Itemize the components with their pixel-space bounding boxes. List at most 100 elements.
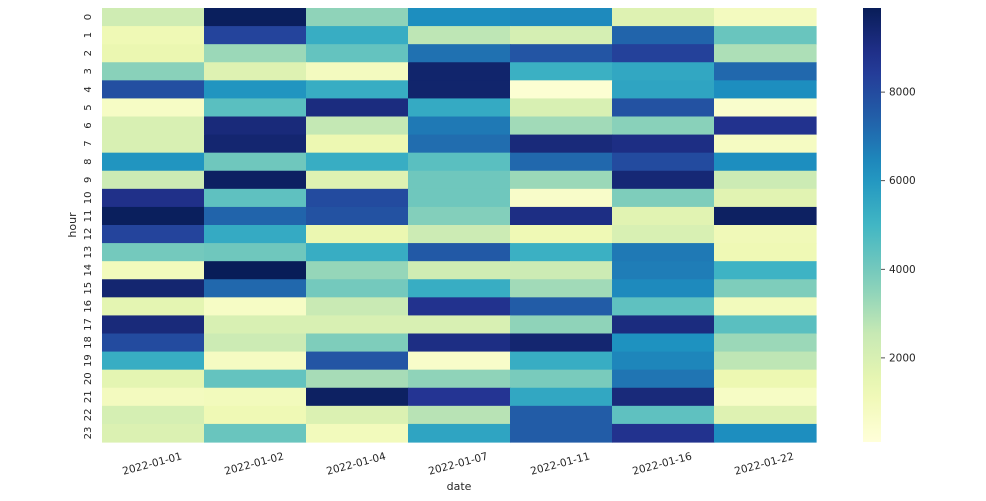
heatmap-cell: [510, 98, 613, 118]
heatmap-cell: [510, 243, 613, 262]
heatmap-cell: [612, 405, 715, 425]
heatmap-cell: [204, 80, 307, 100]
y-tick-label: 6: [83, 122, 94, 128]
heatmap-cell: [204, 261, 307, 280]
heatmap-cell: [408, 26, 511, 45]
heatmap-cell: [408, 405, 511, 425]
heatmap-cell: [510, 405, 613, 425]
heatmap-cell: [408, 315, 511, 335]
y-tick-label: 4: [83, 86, 94, 92]
heatmap-cell: [102, 423, 205, 443]
heatmap-cell: [306, 116, 409, 136]
heatmap-cell: [408, 98, 511, 118]
heatmap-cell: [306, 423, 409, 443]
heatmap-cell: [204, 297, 307, 317]
heatmap-cell: [612, 80, 715, 100]
colorbar: [863, 8, 881, 442]
heatmap-cell: [204, 44, 307, 63]
heatmap-cell: [306, 297, 409, 317]
heatmap-cell: [612, 387, 715, 407]
heatmap-cell: [102, 188, 205, 208]
heatmap-cells: [102, 8, 817, 443]
heatmap-cell: [408, 387, 511, 407]
heatmap-cell: [204, 279, 307, 298]
heatmap-cell: [102, 44, 205, 63]
heatmap-cell: [102, 62, 205, 81]
heatmap-cell: [102, 152, 205, 172]
heatmap-cell: [408, 297, 511, 317]
y-tick-label: 3: [83, 68, 94, 74]
heatmap-cell: [612, 297, 715, 317]
heatmap-cell: [204, 134, 307, 154]
heatmap-cell: [510, 62, 613, 81]
heatmap-cell: [306, 206, 409, 226]
heatmap-cell: [408, 188, 511, 208]
heatmap-cell: [306, 279, 409, 298]
heatmap-cell: [306, 80, 409, 100]
heatmap-cell: [306, 387, 409, 407]
heatmap-cell: [714, 405, 817, 425]
heatmap-cell: [612, 152, 715, 172]
heatmap-cell: [102, 279, 205, 298]
heatmap-cell: [612, 98, 715, 118]
heatmap-cell: [306, 98, 409, 118]
y-tick-label: 23: [83, 427, 94, 440]
y-tick-label: 1: [83, 32, 94, 38]
heatmap-cell: [408, 261, 511, 280]
heatmap-cell: [612, 188, 715, 208]
heatmap-cell: [612, 206, 715, 226]
heatmap-cell: [306, 26, 409, 45]
heatmap-cell: [714, 369, 817, 389]
heatmap-cell: [612, 315, 715, 335]
colorbar-tick-label: 2000: [889, 352, 916, 364]
y-tick-label: 19: [83, 354, 94, 367]
heatmap-cell: [714, 206, 817, 226]
heatmap-cell: [102, 261, 205, 280]
heatmap-cell: [204, 8, 307, 27]
y-axis-label: hour: [66, 212, 79, 238]
heatmap-cell: [204, 351, 307, 371]
heatmap-cell: [102, 134, 205, 154]
y-tick-label: 16: [83, 300, 94, 313]
heatmap-cell: [510, 369, 613, 389]
heatmap-cell: [306, 8, 409, 27]
y-tick-label: 14: [83, 264, 94, 277]
heatmap-cell: [408, 62, 511, 81]
y-tick-label: 7: [83, 140, 94, 146]
heatmap-cell: [714, 98, 817, 118]
y-tick-label: 9: [83, 177, 94, 183]
heatmap-cell: [408, 279, 511, 298]
heatmap-cell: [714, 116, 817, 136]
heatmap-cell: [714, 333, 817, 353]
heatmap-cell: [714, 423, 817, 443]
x-tick-label: 2022-01-07: [427, 450, 489, 477]
colorbar-tick-label: 6000: [889, 175, 916, 187]
heatmap-cell: [714, 387, 817, 407]
heatmap-cell: [510, 80, 613, 100]
heatmap-cell: [408, 333, 511, 353]
heatmap-cell: [714, 44, 817, 63]
heatmap-cell: [612, 26, 715, 45]
heatmap-cell: [714, 261, 817, 280]
y-tick-label: 21: [83, 390, 94, 403]
heatmap-cell: [612, 225, 715, 244]
heatmap-cell: [714, 351, 817, 371]
heatmap-cell: [204, 26, 307, 45]
heatmap-cell: [204, 369, 307, 389]
heatmap-cell: [612, 170, 715, 190]
heatmap-cell: [204, 188, 307, 208]
heatmap-cell: [204, 387, 307, 407]
heatmap-cell: [510, 333, 613, 353]
x-tick-labels: 2022-01-01 2022-01-02 2022-01-04 2022-01-07…: [121, 450, 795, 477]
heatmap-cell: [306, 152, 409, 172]
x-tick-label: 2022-01-02: [223, 450, 285, 477]
heatmap-cell: [510, 279, 613, 298]
heatmap-cell: [306, 369, 409, 389]
heatmap-cell: [612, 279, 715, 298]
heatmap-cell: [408, 351, 511, 371]
heatmap-cell: [612, 261, 715, 280]
heatmap-cell: [204, 206, 307, 226]
heatmap-cell: [714, 80, 817, 100]
heatmap-cell: [510, 423, 613, 443]
